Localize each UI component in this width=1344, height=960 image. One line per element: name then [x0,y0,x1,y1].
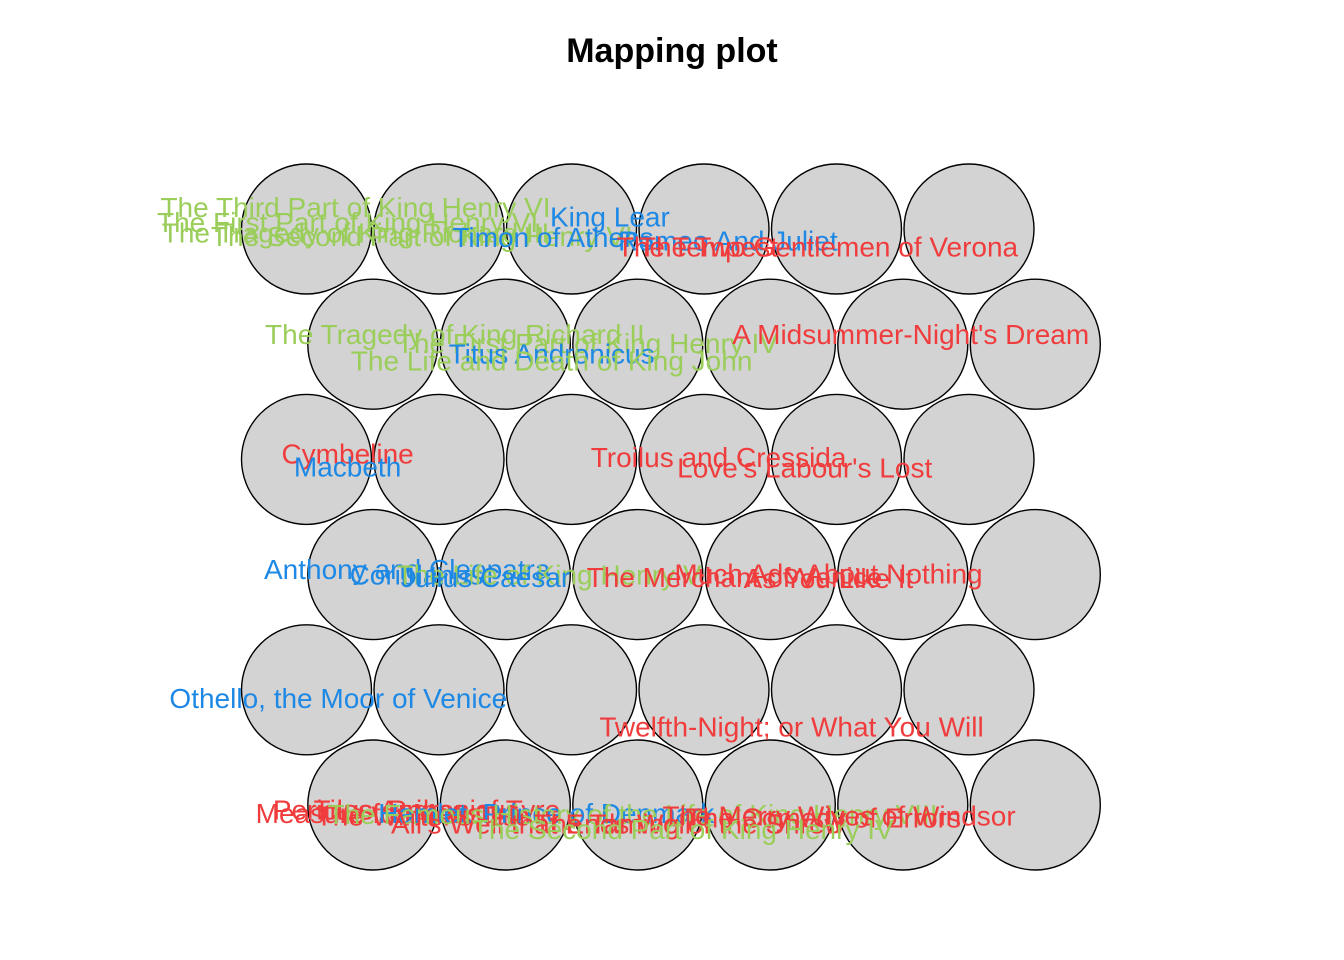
point-label: Love's Labour's Lost [677,453,932,484]
map-cell-r1-c2 [439,739,571,871]
map-cell-r2-c4 [638,624,770,756]
map-cell-r5-c6 [969,278,1102,410]
map-cell-r1-c5 [837,739,969,871]
map-cell-r6-c6 [903,163,1035,295]
map-cell-r2-c2 [373,624,505,756]
point-label: The First Part of King Henry IV [397,328,779,359]
point-label: The Tragedy of King Richard II [265,319,645,350]
point-label: Coriolanus [350,560,484,591]
map-cell-r2-c6 [903,624,1035,756]
point-label: Othello, the Moor of Venice [169,683,507,714]
map-cell-r6-c1 [240,163,373,295]
point-label: The Merry Wives of Windsor [663,800,1016,831]
point-label: The Comedy of Errors [686,803,961,834]
map-cell-r4-c1 [240,393,373,526]
point-label: The Famous History of the Life of King H… [327,799,937,830]
point-label: Pericles, Prince of Tyre [273,795,560,826]
point-label: Hamlet, Prince of Denmark [378,798,715,829]
map-cell-r4-c6 [903,393,1035,526]
map-cell-r6-c3 [505,163,638,295]
map-cell-r2-c3 [505,624,638,756]
map-cell-r1-c6 [969,739,1102,871]
map-cell-r6-c5 [770,163,903,295]
point-label: The Third Part of King Henry VI [160,192,550,223]
point-label: Cymbeline [281,439,413,470]
point-label: Timon of Athens [452,222,653,253]
point-label: The Second Part of King Henry VI [211,221,633,252]
map-cell-r4-c2 [373,393,505,526]
point-label: Twelfth-Night; or What You Will [599,712,983,743]
map-cell-r5-c5 [837,278,969,410]
point-label: Titus Andronicus [314,795,520,826]
map-cell-r3-c3 [572,508,704,641]
point-label: The Tragedy of King Richard III [162,218,550,249]
map-cell-r5-c3 [572,278,704,410]
map-cell-r5-c4 [704,278,836,410]
point-label: A Midsummer-Night's Dream [732,319,1089,350]
map-cell-r2-c1 [240,624,373,756]
map-cell-r1-c1 [307,739,439,871]
point-label: All's Well that Ends Well [391,808,691,839]
map-cell-r3-c1 [307,508,439,641]
map-cell-r6-c4 [638,163,770,295]
chart-title: Mapping plot [566,32,778,70]
map-cell-r3-c6 [969,508,1102,641]
point-label: Macbeth [294,451,401,482]
point-label: The Merchant of Venice [587,562,883,593]
map-cell-r2-c5 [770,624,903,756]
map-cell-r4-c3 [505,393,638,526]
point-label: The Winter's Tale [316,800,531,831]
point-label: The Life of King Henry V [396,560,701,591]
point-label: Anthony and Cleopatra [264,554,551,585]
point-label: The Second Part of King Henry IV [472,814,894,845]
map-cell-r1-c3 [572,739,704,871]
point-label: The Two Gentlemen of Verona [639,231,1019,262]
map-cell-r4-c4 [638,393,770,526]
point-label: Romeo And Juliet [618,226,838,257]
map-cell-r4-c5 [770,393,903,526]
point-label: King Lear [550,201,670,232]
point-label: Measure for Measure [256,798,522,829]
map-cell-r5-c2 [439,278,571,410]
point-label: The Tempest [617,231,779,262]
point-label: Much Ado About Nothing [674,558,982,589]
point-label: The Life and Death of King John [351,345,753,376]
point-label: The Taming of the Shrew [534,808,846,839]
point-label: As You Like It [744,563,914,594]
point-label: Troilus and Cressida [591,442,847,473]
point-label: The First Part of King Henry VI [157,207,538,238]
map-cell-r3-c2 [439,508,571,641]
map-cell-r3-c5 [837,508,969,641]
point-label: Titus Andronicus [449,338,655,369]
map-cell-r6-c2 [373,163,505,295]
map-cell-r1-c4 [704,739,836,871]
point-label: Julius Caesar [401,562,571,593]
map-cell-r5-c1 [307,278,439,410]
map-cell-r3-c4 [704,508,836,641]
map-cells [240,163,1102,871]
